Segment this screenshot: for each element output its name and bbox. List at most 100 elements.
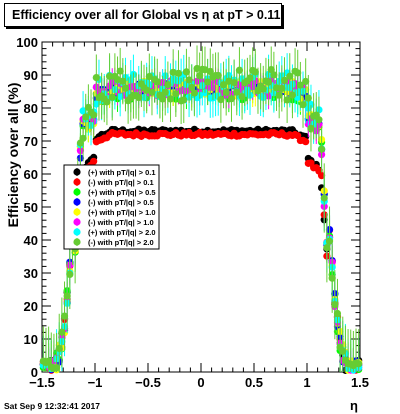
data-point — [105, 72, 114, 80]
data-point — [182, 68, 191, 76]
data-point — [280, 76, 289, 84]
legend-box — [63, 164, 160, 250]
data-point — [158, 95, 167, 103]
data-point — [264, 78, 273, 86]
data-point — [164, 80, 172, 89]
data-point — [166, 95, 175, 103]
legend-marker — [73, 228, 81, 236]
x-tick-label: 0 — [197, 375, 204, 390]
data-point — [116, 67, 124, 75]
y-tick-label: 20 — [24, 299, 38, 314]
y-tick-label: 10 — [24, 332, 38, 347]
legend-label: (-) with pT/|q| > 0.1 — [88, 178, 154, 187]
data-point — [135, 93, 143, 102]
data-point — [82, 113, 90, 121]
data-point — [66, 270, 74, 279]
data-point — [145, 73, 153, 81]
legend-label: (-) with pT/|q| > 1.0 — [88, 218, 154, 227]
data-point — [108, 93, 116, 101]
data-point — [180, 96, 188, 104]
data-point — [214, 71, 222, 80]
data-point — [92, 100, 100, 108]
data-point — [172, 90, 180, 98]
data-point — [307, 124, 315, 132]
x-tick-label: −1 — [88, 375, 103, 390]
data-point — [283, 96, 291, 104]
data-point — [286, 72, 294, 80]
data-point — [90, 111, 98, 119]
data-point — [296, 81, 304, 89]
y-tick-label: 50 — [24, 200, 38, 215]
data-point — [63, 292, 71, 300]
data-point — [317, 172, 326, 180]
data-point — [288, 91, 297, 99]
data-point — [116, 92, 124, 101]
chart-title: Efficiency over all for Global vs η at p… — [4, 3, 282, 27]
data-point — [267, 65, 275, 74]
data-point — [185, 76, 193, 84]
data-point — [217, 96, 225, 104]
data-point — [103, 98, 111, 106]
data-point — [355, 360, 363, 368]
y-tick-label: 60 — [24, 167, 38, 182]
data-point — [206, 67, 214, 76]
x-tick-label: −1.5 — [29, 375, 55, 390]
data-point — [259, 85, 267, 93]
x-tick-label: 1.5 — [351, 375, 369, 390]
data-point — [193, 64, 201, 73]
x-axis-label: η — [350, 398, 358, 413]
legend-label: (+) with pT/|q| > 0.5 — [88, 188, 156, 197]
data-point — [219, 81, 228, 89]
x-tick-label: 0.5 — [245, 375, 263, 390]
data-point — [339, 347, 347, 355]
data-point — [320, 194, 328, 202]
y-tick-label: 90 — [24, 68, 38, 83]
legend-marker — [73, 178, 81, 186]
data-point — [307, 100, 315, 109]
data-point — [323, 244, 331, 252]
data-point — [294, 69, 302, 77]
data-point — [60, 312, 69, 320]
legend-marker — [73, 188, 81, 196]
legend-marker — [73, 238, 81, 246]
data-point — [304, 94, 312, 102]
data-point — [121, 84, 130, 92]
legend-label: (+) with pT/|q| > 2.0 — [88, 228, 156, 237]
legend-label: (+) with pT/|q| > 0.1 — [88, 168, 156, 177]
data-point — [52, 364, 61, 372]
data-point — [302, 138, 310, 146]
data-point — [235, 66, 244, 74]
data-point — [272, 84, 281, 92]
data-point — [161, 88, 169, 96]
data-point — [227, 95, 236, 103]
legend: (+) with pT/|q| > 0.1(-) with pT/|q| > 0… — [63, 164, 160, 250]
x-tick-label: −0.5 — [135, 375, 161, 390]
legend-marker — [73, 208, 81, 216]
data-point — [246, 74, 254, 82]
data-point — [153, 78, 161, 86]
data-point — [325, 237, 334, 245]
data-point — [90, 157, 98, 165]
data-point — [278, 84, 286, 92]
data-point — [315, 116, 323, 124]
legend-label: (+) with pT/|q| > 1.0 — [88, 208, 156, 217]
data-point — [331, 300, 339, 309]
data-point — [275, 91, 283, 99]
data-point — [251, 68, 259, 76]
legend-label: (-) with pT/|q| > 2.0 — [88, 238, 154, 247]
data-points — [39, 45, 363, 374]
data-point — [233, 88, 241, 96]
timestamp: Sat Sep 9 12:32:41 2017 — [4, 401, 100, 411]
legend-marker — [73, 218, 81, 226]
y-tick-label: 70 — [24, 134, 38, 149]
data-point — [222, 88, 230, 97]
data-point — [196, 72, 204, 80]
data-point — [58, 328, 66, 336]
data-point — [188, 83, 196, 92]
y-tick-label: 80 — [24, 101, 38, 116]
data-point — [270, 71, 278, 79]
data-point — [230, 78, 238, 87]
x-tick-label: 1 — [303, 375, 310, 390]
data-point — [333, 309, 342, 318]
